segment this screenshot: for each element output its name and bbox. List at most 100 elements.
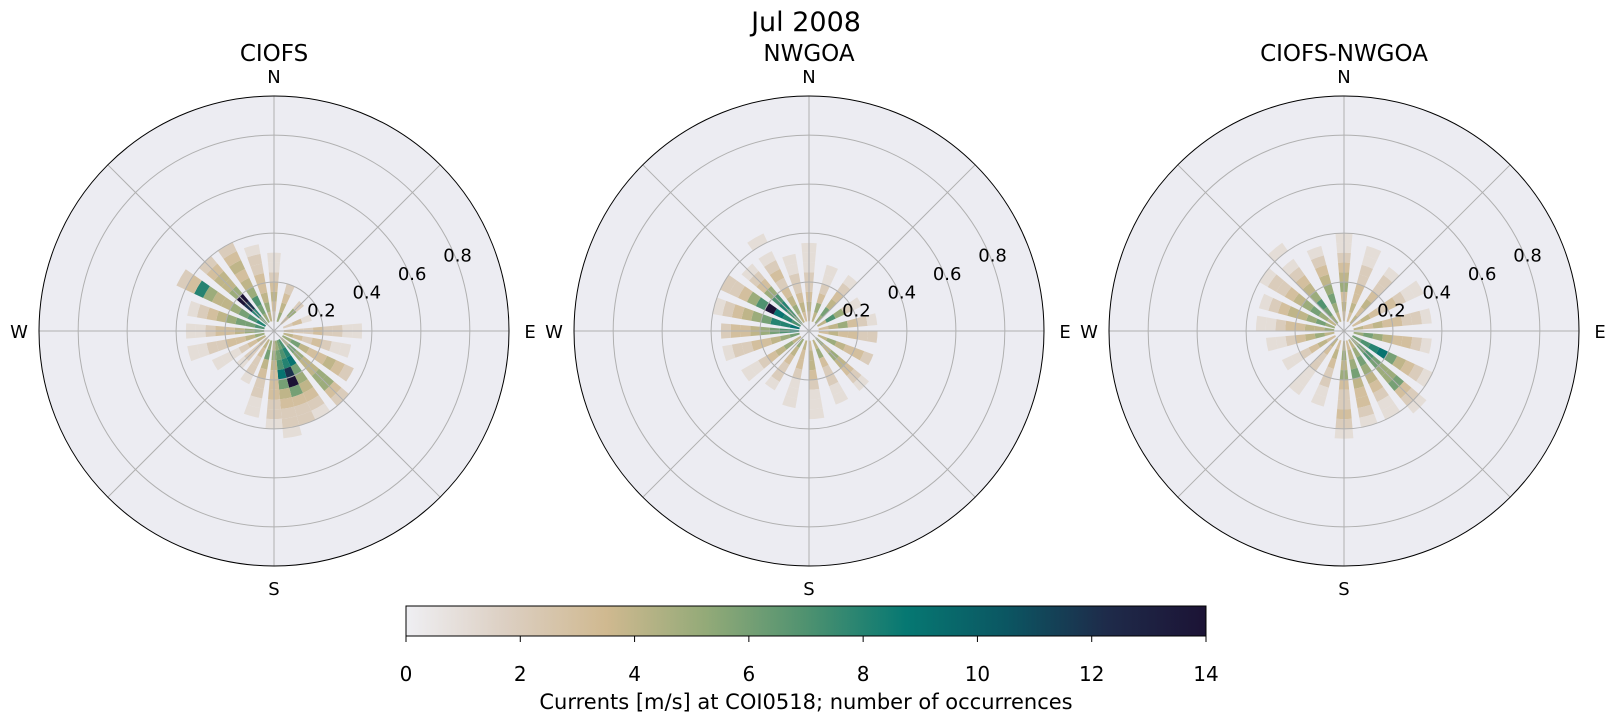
histogram-cell — [1281, 258, 1300, 276]
histogram-cell — [1362, 323, 1374, 330]
histogram-cell — [284, 366, 295, 379]
histogram-cell — [741, 365, 757, 382]
histogram-cell — [824, 264, 838, 278]
histogram-cell — [245, 334, 256, 342]
histogram-cell — [220, 351, 234, 365]
histogram-cell — [256, 335, 266, 343]
histogram-cell — [1355, 395, 1371, 409]
histogram-cell — [322, 355, 337, 371]
histogram-cell — [1323, 283, 1334, 296]
histogram-cell — [1349, 358, 1358, 370]
histogram-cell — [1258, 293, 1274, 311]
histogram-cell — [1383, 266, 1400, 283]
histogram-cell — [783, 340, 794, 350]
histogram-cell — [1400, 286, 1415, 303]
histogram-cell — [187, 300, 201, 318]
histogram-cell — [841, 302, 854, 315]
histogram-cell — [338, 342, 352, 358]
histogram-cell — [1267, 274, 1284, 292]
histogram-cell — [1362, 332, 1374, 339]
histogram-cell — [1384, 297, 1398, 311]
histogram-cell — [1368, 308, 1380, 319]
colorbar-tick-label: 4 — [628, 662, 641, 686]
histogram-cell — [1349, 302, 1357, 314]
polar-panel: NWGOA 0.2 0.4 0.6 0.8 N E S W — [545, 41, 1071, 600]
histogram-cell — [795, 358, 804, 370]
histogram-cell — [1361, 255, 1378, 269]
histogram-cell — [262, 313, 270, 323]
histogram-cell — [292, 334, 303, 342]
histogram-cell — [1331, 348, 1339, 360]
histogram-cell — [1376, 302, 1389, 315]
histogram-cell — [301, 336, 313, 345]
histogram-cell — [277, 368, 287, 380]
histogram-cell — [300, 314, 312, 324]
histogram-cell — [827, 323, 839, 330]
histogram-cell — [282, 425, 302, 439]
polar-panels: CIOFS 0.2 0.4 0.6 0.8 N E S W NWGOA 0.2 0.4 0.6 0.8 N E… — [10, 41, 1606, 600]
histogram-cell — [281, 293, 291, 305]
radial-tick-label: 0.6 — [1468, 264, 1497, 285]
histogram-cell — [829, 381, 844, 396]
histogram-cell — [1304, 333, 1316, 342]
histogram-cell — [1288, 379, 1305, 396]
histogram-cell — [1419, 308, 1432, 325]
histogram-cell — [722, 344, 736, 362]
histogram-cell — [262, 339, 270, 349]
histogram-cell — [276, 312, 283, 323]
radial-tick-label: 0.2 — [842, 301, 871, 322]
histogram-cell — [286, 375, 299, 388]
histogram-cell — [1364, 371, 1378, 385]
histogram-cell — [1349, 314, 1358, 325]
compass-label-s: S — [268, 579, 279, 600]
histogram-cell — [290, 363, 303, 376]
histogram-cell — [764, 302, 777, 315]
histogram-cell — [758, 251, 776, 267]
histogram-cell — [1318, 312, 1329, 322]
histogram-cell — [1372, 320, 1384, 329]
histogram-cell — [1357, 404, 1375, 418]
histogram-cell — [1265, 317, 1277, 331]
histogram-cell — [811, 312, 818, 323]
histogram-cell — [194, 280, 210, 298]
histogram-cell — [310, 337, 323, 348]
histogram-cell — [792, 335, 802, 344]
histogram-cell — [814, 314, 823, 325]
histogram-cell — [247, 253, 263, 267]
histogram-cell — [245, 363, 258, 376]
compass-label-e: E — [1594, 322, 1605, 343]
histogram-cell — [1324, 327, 1335, 331]
histogram-cell — [238, 343, 250, 354]
histogram-cell — [1281, 355, 1296, 371]
histogram-cell — [281, 357, 291, 369]
histogram-cell — [1330, 314, 1339, 325]
radial-tick-label: 0.6 — [398, 264, 427, 285]
histogram-cell — [1295, 334, 1307, 344]
panel-title: CIOFS-NWGOA — [1260, 41, 1428, 67]
histogram-cell — [1348, 339, 1356, 349]
histogram-cell — [760, 337, 773, 348]
histogram-cell — [1287, 306, 1300, 319]
colorbar-tick-label: 12 — [1079, 662, 1104, 686]
histogram-cell — [795, 292, 804, 304]
histogram-cell — [802, 340, 808, 351]
histogram-cell — [809, 388, 821, 400]
histogram-cell — [229, 347, 242, 360]
histogram-cell — [1408, 280, 1424, 298]
histogram-cell — [1314, 332, 1326, 339]
panel-title: CIOFS — [240, 41, 308, 67]
histogram-cell — [229, 260, 246, 275]
histogram-cell — [828, 331, 839, 337]
angular-gridline — [273, 164, 441, 332]
histogram-cell — [809, 369, 818, 380]
histogram-cell — [298, 379, 314, 394]
histogram-cell — [1304, 324, 1316, 331]
histogram-cell — [1392, 355, 1407, 371]
histogram-cell — [865, 313, 878, 326]
histogram-cell — [770, 336, 782, 345]
histogram-cell — [825, 298, 837, 311]
histogram-cell — [250, 386, 264, 399]
histogram-cell — [809, 408, 825, 420]
histogram-cell — [822, 364, 834, 378]
histogram-cell — [1372, 387, 1389, 402]
